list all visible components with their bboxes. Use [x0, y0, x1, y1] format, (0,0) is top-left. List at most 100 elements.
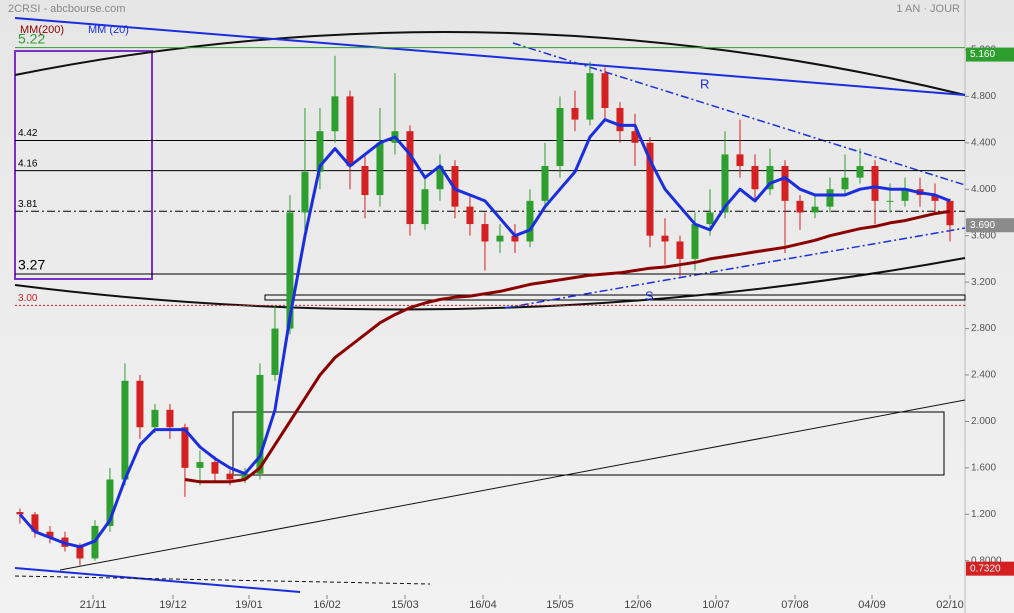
candle-body [586, 73, 594, 120]
x-tick-label: 16/04 [469, 599, 497, 611]
candle-body [376, 142, 384, 196]
level-label: 3.00 [18, 293, 38, 304]
level-label: 3.27 [18, 257, 45, 273]
price-tag [966, 47, 1014, 62]
candle-body [106, 479, 114, 526]
candle-body [796, 200, 804, 213]
y-tick-label: 4.000 [971, 184, 996, 195]
ma-line [18, 118, 951, 549]
candle-body [511, 235, 519, 242]
legend-label: MM (20) [88, 24, 129, 36]
x-tick-label: 19/12 [159, 599, 187, 611]
drawings [14, 17, 966, 593]
candle-body [901, 189, 909, 201]
candle-body [316, 131, 324, 172]
candle-body [526, 200, 534, 242]
y-tick-label: 4.400 [971, 137, 996, 148]
candle-body [616, 107, 624, 132]
candle-body [856, 166, 864, 178]
x-tick-label: 19/01 [235, 599, 263, 611]
candle-body [481, 224, 489, 242]
candle-body [766, 166, 774, 190]
arc [14, 257, 966, 311]
x-tick-label: 16/02 [313, 599, 341, 611]
candle-body [46, 531, 54, 538]
candle-body [436, 166, 444, 190]
trend-line [59, 399, 966, 571]
legend-label: MM(200) [20, 24, 64, 36]
candle-body [571, 107, 579, 120]
x-tick-label: 15/05 [546, 599, 574, 611]
candle-body [31, 514, 39, 532]
candle-body [286, 212, 294, 329]
candle-body [121, 380, 129, 480]
price-tag-label: 3.690 [970, 220, 995, 231]
arc [14, 31, 966, 96]
box [264, 294, 966, 301]
candle-body [661, 235, 669, 242]
y-tick-label: 2.000 [971, 416, 996, 427]
chart-title: 2CRSI - abcbourse.com [8, 3, 125, 15]
candle-body [361, 166, 369, 196]
x-tick-label: 21/11 [80, 599, 107, 611]
price-tag-label: 0.7320 [970, 563, 1001, 574]
price-tag [966, 561, 1014, 576]
candle-body [331, 96, 339, 132]
box [232, 411, 945, 476]
candle-body [631, 131, 639, 143]
candle-body [226, 473, 234, 480]
candle-body [841, 177, 849, 190]
price-tag-label: 5.160 [970, 49, 995, 60]
price-tag [966, 218, 1014, 233]
candle-body [421, 189, 429, 225]
candle-body [241, 473, 249, 480]
candle-body [721, 154, 729, 213]
x-tick-label: 04/09 [858, 599, 886, 611]
y-tick-label: 1.600 [971, 463, 996, 474]
level-label: 4.16 [18, 158, 38, 169]
ma-line [184, 209, 951, 484]
y-tick-label: 2.400 [971, 370, 996, 381]
y-tick-label: 3.200 [971, 277, 996, 288]
annotation: R [700, 76, 709, 91]
y-tick-label: 0.8000 [971, 555, 1002, 566]
level-label: 5.22 [18, 30, 45, 46]
candle-body [931, 195, 939, 201]
candle-body [691, 224, 699, 259]
candle-body [811, 206, 819, 213]
x-tick-label: 02/10 [936, 599, 964, 611]
candle-body [256, 374, 264, 474]
candle-body [271, 328, 279, 375]
candle-body [301, 171, 309, 213]
candle-body [646, 142, 654, 236]
x-tick-label: 10/07 [702, 599, 730, 611]
annotation: S [645, 288, 654, 303]
candle-body [496, 235, 504, 242]
candle-body [16, 511, 24, 515]
period: 1 AN · JOUR [896, 3, 960, 15]
candle-body [556, 107, 564, 167]
candle-body [781, 166, 789, 201]
candle-body [406, 131, 414, 225]
candle-body [346, 96, 354, 167]
candle-body [706, 212, 714, 225]
trend-line [512, 42, 966, 186]
candle-body [466, 206, 474, 225]
candle-body [196, 462, 204, 468]
candle-body [871, 166, 879, 201]
candle-body [736, 154, 744, 167]
trend-line [14, 17, 966, 96]
candle-body [946, 200, 954, 226]
level-label: 3.81 [18, 199, 38, 210]
candle-body [151, 409, 159, 428]
candle-body [886, 200, 894, 202]
candle-body [211, 462, 219, 474]
candle-body [451, 166, 459, 207]
trend-line [14, 575, 431, 585]
y-tick-label: 2.800 [971, 323, 996, 334]
candle-body [181, 427, 189, 468]
candle-body [136, 380, 144, 428]
level-label: 4.42 [18, 128, 38, 139]
